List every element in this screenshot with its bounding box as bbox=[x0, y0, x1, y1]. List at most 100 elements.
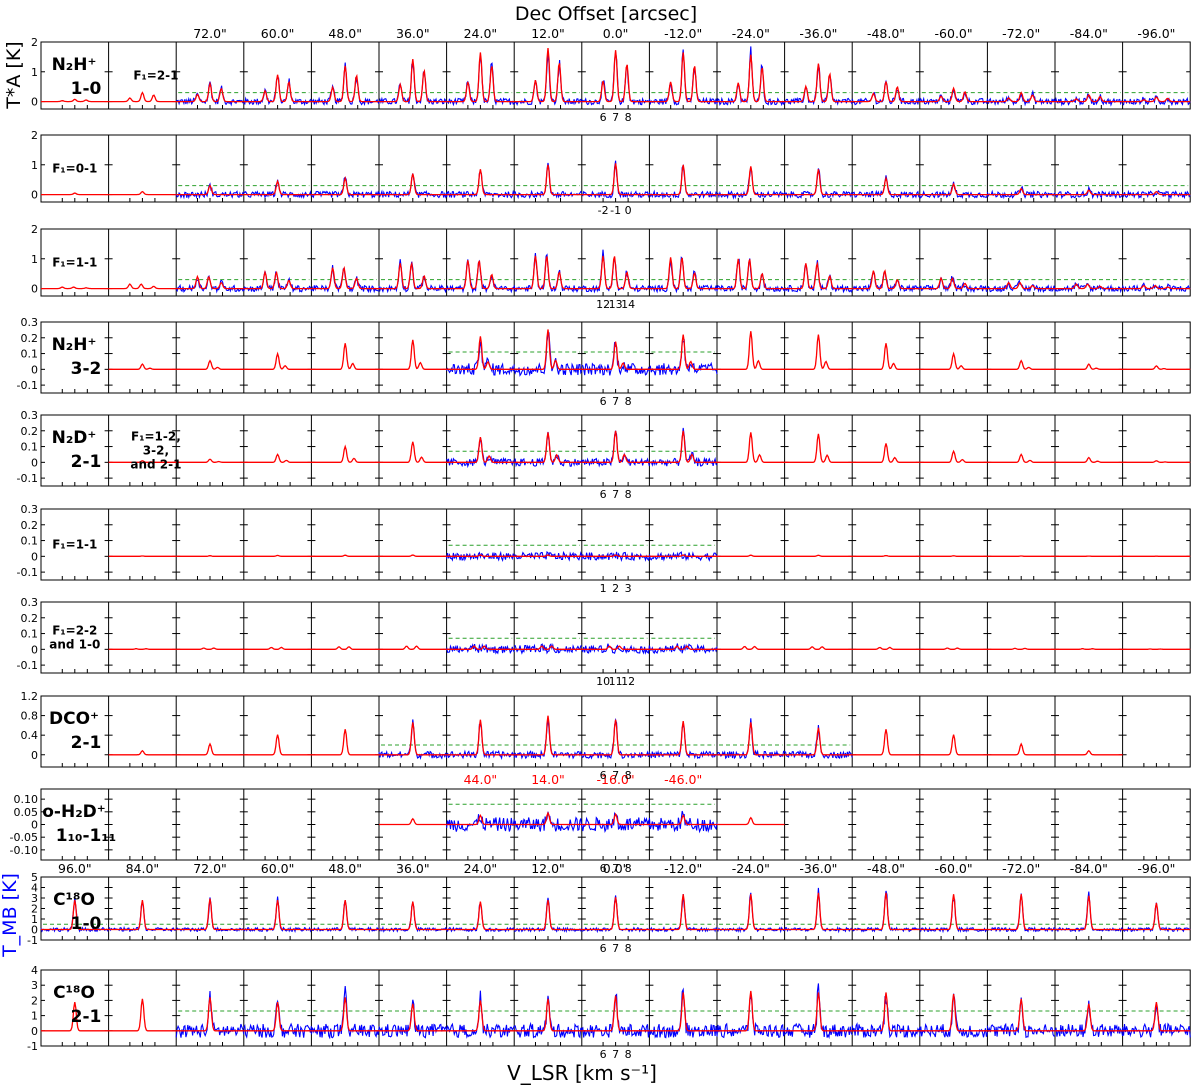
model-spectrum bbox=[446, 336, 515, 370]
transition-label: 1-0 bbox=[71, 914, 102, 934]
y-tick-label: 2 bbox=[31, 36, 38, 49]
observed-spectrum bbox=[581, 52, 650, 106]
model-spectrum bbox=[379, 817, 447, 826]
y-tick-label: -0.1 bbox=[17, 379, 38, 392]
model-spectrum bbox=[649, 164, 717, 196]
observed-spectrum bbox=[310, 985, 380, 1040]
y-tick-label: 3 bbox=[31, 979, 38, 992]
model-spectrum bbox=[379, 59, 447, 103]
model-spectrum bbox=[514, 645, 582, 650]
model-spectrum bbox=[919, 734, 988, 756]
model-spectrum bbox=[243, 179, 312, 196]
model-spectrum bbox=[243, 899, 312, 931]
model-spectrum bbox=[784, 992, 853, 1032]
molecule-label: N₂H⁺ bbox=[52, 335, 97, 355]
model-spectrum bbox=[446, 52, 515, 103]
model-spectrum bbox=[649, 721, 717, 756]
model-spectrum bbox=[717, 645, 785, 650]
molecule-label: o-H₂D⁺ bbox=[42, 802, 106, 822]
hyperfine-label: and 2-1 bbox=[130, 458, 181, 472]
hyperfine-label: F₁=1-2, bbox=[131, 430, 181, 444]
model-spectrum bbox=[176, 81, 244, 103]
y-tick-label: 0.10 bbox=[14, 793, 39, 806]
model-spectrum bbox=[649, 430, 717, 463]
x-tick-label: 3 bbox=[625, 582, 632, 595]
y-tick-label: 0 bbox=[31, 363, 38, 376]
observed-spectrum bbox=[716, 46, 786, 107]
model-spectrum bbox=[784, 261, 853, 290]
c18o-column-offset-label: 72.0" bbox=[193, 861, 227, 876]
hyperfine-label: F₁=2-2 bbox=[52, 624, 97, 638]
model-spectrum bbox=[514, 811, 582, 826]
observed-spectrum bbox=[513, 717, 583, 760]
x-tick-label: 8 bbox=[625, 1048, 632, 1061]
model-spectrum bbox=[514, 47, 582, 103]
observed-spectrum bbox=[1054, 1000, 1124, 1038]
model-spectrum bbox=[784, 433, 853, 463]
y-tick-label: 0 bbox=[31, 550, 38, 563]
x-tick-label: 8 bbox=[625, 488, 632, 501]
molecule-label: DCO⁺ bbox=[49, 709, 99, 729]
observed-spectrum bbox=[648, 163, 718, 200]
model-spectrum bbox=[717, 432, 785, 463]
model-spectrum bbox=[176, 898, 244, 931]
model-spectrum bbox=[514, 998, 582, 1032]
model-spectrum bbox=[1122, 902, 1191, 931]
model-spectrum bbox=[514, 329, 582, 370]
model-spectrum bbox=[649, 992, 717, 1032]
observed-spectrum bbox=[1054, 185, 1123, 200]
y-tick-label: 0.2 bbox=[21, 519, 39, 532]
model-spectrum bbox=[987, 453, 1055, 463]
row-frame bbox=[40, 876, 1191, 941]
y-tick-label: 0.2 bbox=[21, 612, 39, 625]
model-spectrum bbox=[784, 169, 853, 196]
model-spectrum bbox=[41, 98, 109, 103]
model-spectrum bbox=[649, 814, 717, 826]
y-tick-label: 0.1 bbox=[21, 628, 39, 641]
model-spectrum bbox=[784, 727, 853, 756]
model-spectrum bbox=[108, 899, 177, 931]
model-spectrum bbox=[784, 63, 853, 103]
x-tick-label: 12 bbox=[621, 675, 635, 688]
model-spectrum bbox=[852, 992, 920, 1032]
model-spectrum bbox=[243, 351, 312, 370]
observed-spectrum bbox=[648, 893, 718, 933]
x-tick-label: 6 bbox=[600, 769, 607, 782]
x-tick-label: 8 bbox=[625, 111, 632, 124]
x-tick-label: 6 bbox=[600, 862, 607, 875]
observed-spectrum bbox=[513, 431, 583, 468]
observed-spectrum bbox=[581, 811, 650, 834]
x-tick-label: -1 bbox=[610, 204, 621, 217]
model-spectrum bbox=[311, 265, 379, 290]
y-tick-label: 0.2 bbox=[21, 425, 39, 438]
model-spectrum bbox=[108, 91, 177, 103]
model-spectrum bbox=[243, 646, 312, 650]
model-spectrum bbox=[717, 816, 785, 826]
c18o-column-offset-label: -60.0" bbox=[935, 861, 973, 876]
model-spectrum bbox=[581, 341, 650, 370]
model-spectrum bbox=[649, 52, 717, 103]
top-axis-title: Dec Offset [arcsec] bbox=[515, 3, 697, 25]
observed-spectrum bbox=[987, 279, 1056, 293]
model-spectrum bbox=[717, 722, 785, 756]
x-tick-label: 8 bbox=[625, 862, 632, 875]
model-spectrum bbox=[446, 169, 515, 196]
column-offset-label: -12.0" bbox=[664, 26, 702, 41]
model-spectrum bbox=[581, 645, 650, 650]
y-tick-label: -0.05 bbox=[10, 831, 38, 844]
x-tick-label: 8 bbox=[625, 942, 632, 955]
model-spectrum bbox=[717, 554, 785, 557]
model-spectrum bbox=[311, 899, 379, 931]
observed-spectrum bbox=[514, 995, 583, 1039]
observed-spectrum bbox=[378, 719, 448, 760]
panel-grid: 72.0" 60.0" 48.0" 36.0" 24.0" 12.0" 0.0" -12.0"… bbox=[10, 26, 1191, 1061]
row-n2d21_b: 0.3 0.2 0.1 0 -0.1 1 2 3 F₁=1-1 bbox=[17, 503, 1191, 595]
observed-spectrum bbox=[581, 643, 650, 655]
x-tick-label: 12 bbox=[596, 298, 610, 311]
observed-spectrum bbox=[378, 999, 448, 1039]
x-tick-label: 13 bbox=[609, 298, 623, 311]
observed-spectrum bbox=[378, 900, 447, 933]
model-spectrum bbox=[514, 164, 582, 196]
